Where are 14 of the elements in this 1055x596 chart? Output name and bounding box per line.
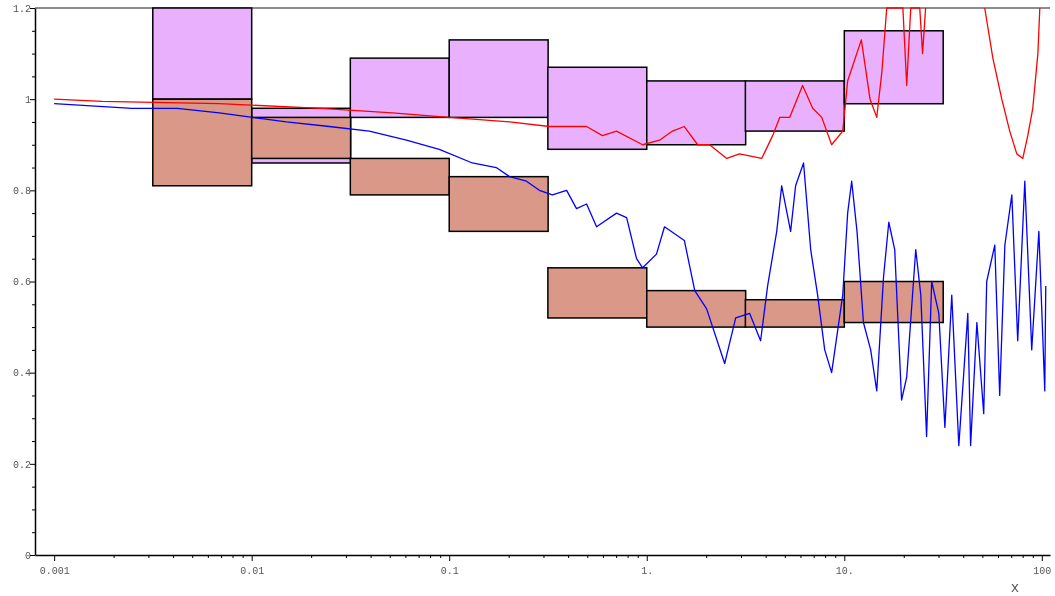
y-tick-label: 0	[24, 550, 31, 562]
y-tick-label: 0.8	[12, 186, 31, 198]
x-tick-label: 0.001	[39, 566, 70, 578]
x-tick-label: 10.	[835, 566, 854, 578]
y-tick-label: 0.2	[12, 459, 31, 471]
y-tick-label: 1	[24, 94, 31, 106]
x-tick-label: 100	[1033, 566, 1052, 578]
x-tick-label: 0.01	[240, 566, 265, 578]
y-tick-label: 0.4	[12, 368, 31, 380]
y-tick-label: 0.6	[12, 277, 31, 289]
x-axis-title: x	[1010, 580, 1020, 596]
x-tick-label: 0.1	[440, 566, 459, 578]
x-tick-label: 1.	[641, 566, 654, 578]
y-tick-label: 1.2	[12, 3, 31, 15]
